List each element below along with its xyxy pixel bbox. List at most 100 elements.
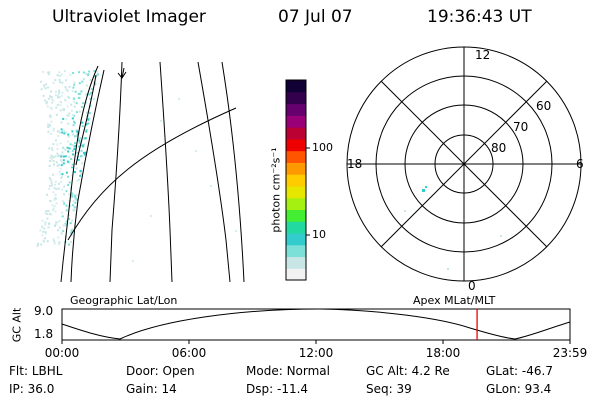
emission-dot [41, 234, 44, 237]
emission-dot [81, 80, 84, 83]
status-door: Door: Open [126, 364, 195, 378]
emission-dot [46, 217, 49, 220]
colorbar-segment [286, 256, 306, 269]
emission-dot [56, 74, 59, 77]
emission-dot [52, 81, 55, 84]
observation-date: 07 Jul 07 [278, 7, 353, 27]
meridian-line [70, 69, 105, 283]
emission-dot [37, 242, 39, 245]
emission-dot [69, 186, 72, 189]
emission-dot [80, 149, 83, 152]
emission-dot [77, 138, 80, 141]
emission-dot [178, 98, 180, 100]
emission-dot [61, 131, 64, 134]
emission-dot [71, 166, 74, 169]
emission-dot [49, 185, 52, 188]
emission-dot [59, 81, 61, 84]
emission-dot [54, 183, 57, 186]
emission-dot [88, 112, 91, 115]
emission-dot [47, 130, 50, 133]
emission-dot [44, 232, 47, 235]
emission-dot [67, 122, 70, 125]
emission-dot [82, 71, 85, 74]
colorbar-segment [286, 162, 306, 175]
emission-dot [75, 194, 78, 197]
emission-dot [53, 155, 56, 158]
emission-dot [71, 204, 74, 207]
emission-dot [74, 142, 76, 145]
emission-dot [48, 187, 51, 190]
emission-dot [70, 194, 73, 196]
emission-dot [73, 207, 76, 210]
emission-dot [78, 136, 81, 139]
emission-dot [73, 145, 76, 148]
emission-dot [81, 162, 84, 165]
emission-dot [53, 205, 56, 208]
emission-dot [79, 155, 82, 158]
emission-dot [49, 156, 52, 159]
emission-dot [85, 111, 88, 114]
emission-dot [61, 211, 63, 214]
colorbar-segment [286, 150, 306, 163]
emission-dot [50, 132, 52, 135]
emission-dot [73, 135, 76, 138]
emission-dot [43, 85, 46, 88]
emission-dot [79, 174, 82, 177]
emission-dot [68, 243, 70, 246]
emission-dot [66, 89, 69, 92]
colorbar-segment [286, 197, 306, 211]
emission-dot [63, 108, 66, 111]
emission-dot [47, 126, 50, 128]
altitude-tick-min: 1.8 [34, 327, 54, 341]
emission-dot [49, 106, 52, 109]
emission-dot [68, 147, 71, 150]
emission-dot [48, 212, 51, 215]
emission-dot [36, 244, 39, 247]
emission-dot [42, 239, 45, 242]
emission-dot [59, 104, 62, 107]
emission-dot [84, 93, 87, 96]
emission-dot [51, 101, 54, 104]
emission-dot [87, 122, 90, 125]
emission-dot [57, 229, 59, 232]
emission-dot [44, 99, 46, 102]
emission-dot [58, 89, 61, 92]
emission-dot [56, 148, 59, 150]
emission-dot [59, 142, 62, 145]
emission-dot [71, 149, 74, 152]
emission-dot [49, 114, 52, 117]
emission-dot [59, 75, 61, 78]
emission-dot [87, 121, 90, 124]
emission-dot [51, 147, 54, 150]
emission-dot [60, 180, 63, 183]
emission-dot [54, 210, 57, 213]
colorbar-segment [286, 185, 306, 199]
emission-dot [55, 113, 58, 116]
emission-dot [45, 83, 48, 86]
emission-dot [71, 165, 74, 168]
emission-dot [83, 78, 85, 81]
emission-dot [62, 155, 65, 158]
emission-dot [76, 179, 79, 182]
emission-dot [50, 98, 53, 101]
emission-dot [45, 102, 48, 105]
emission-dot [56, 152, 59, 155]
emission-dot [65, 118, 68, 121]
emission-dot [53, 242, 56, 245]
emission-dot [67, 133, 70, 136]
emission-dot [90, 91, 92, 94]
emission-dot [73, 195, 76, 198]
emission-dot [55, 197, 57, 200]
emission-dot [81, 121, 84, 124]
emission-dot [64, 99, 67, 102]
emission-dot [57, 74, 60, 77]
emission-dot [88, 93, 91, 96]
emission-dot [80, 90, 83, 93]
colorbar-tick-label-100: 100 [312, 141, 333, 154]
emission-dot [58, 92, 61, 95]
time-tick-0000: 00:00 [44, 346, 80, 360]
emission-dot [61, 161, 64, 164]
emission-dot [62, 162, 65, 165]
emission-dot [52, 143, 55, 146]
emission-dot [63, 132, 66, 135]
